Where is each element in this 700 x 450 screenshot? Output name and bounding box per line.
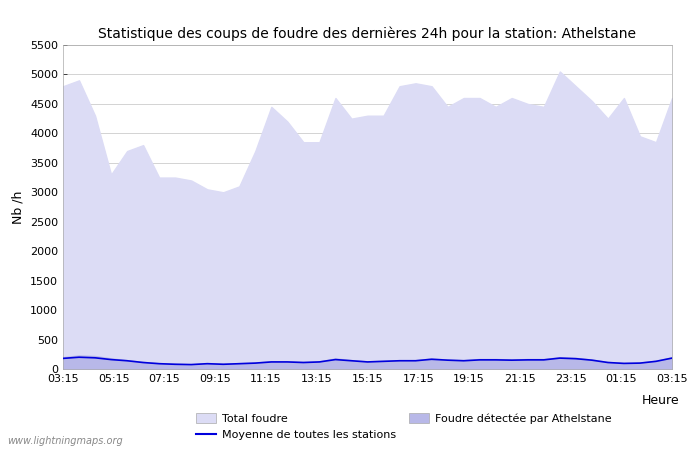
Text: Heure: Heure bbox=[641, 394, 679, 407]
Legend: Total foudre, Moyenne de toutes les stations, Foudre détectée par Athelstane: Total foudre, Moyenne de toutes les stat… bbox=[197, 414, 612, 440]
Y-axis label: Nb /h: Nb /h bbox=[11, 190, 25, 224]
Title: Statistique des coups de foudre des dernières 24h pour la station: Athelstane: Statistique des coups de foudre des dern… bbox=[99, 27, 636, 41]
Text: www.lightningmaps.org: www.lightningmaps.org bbox=[7, 436, 122, 446]
